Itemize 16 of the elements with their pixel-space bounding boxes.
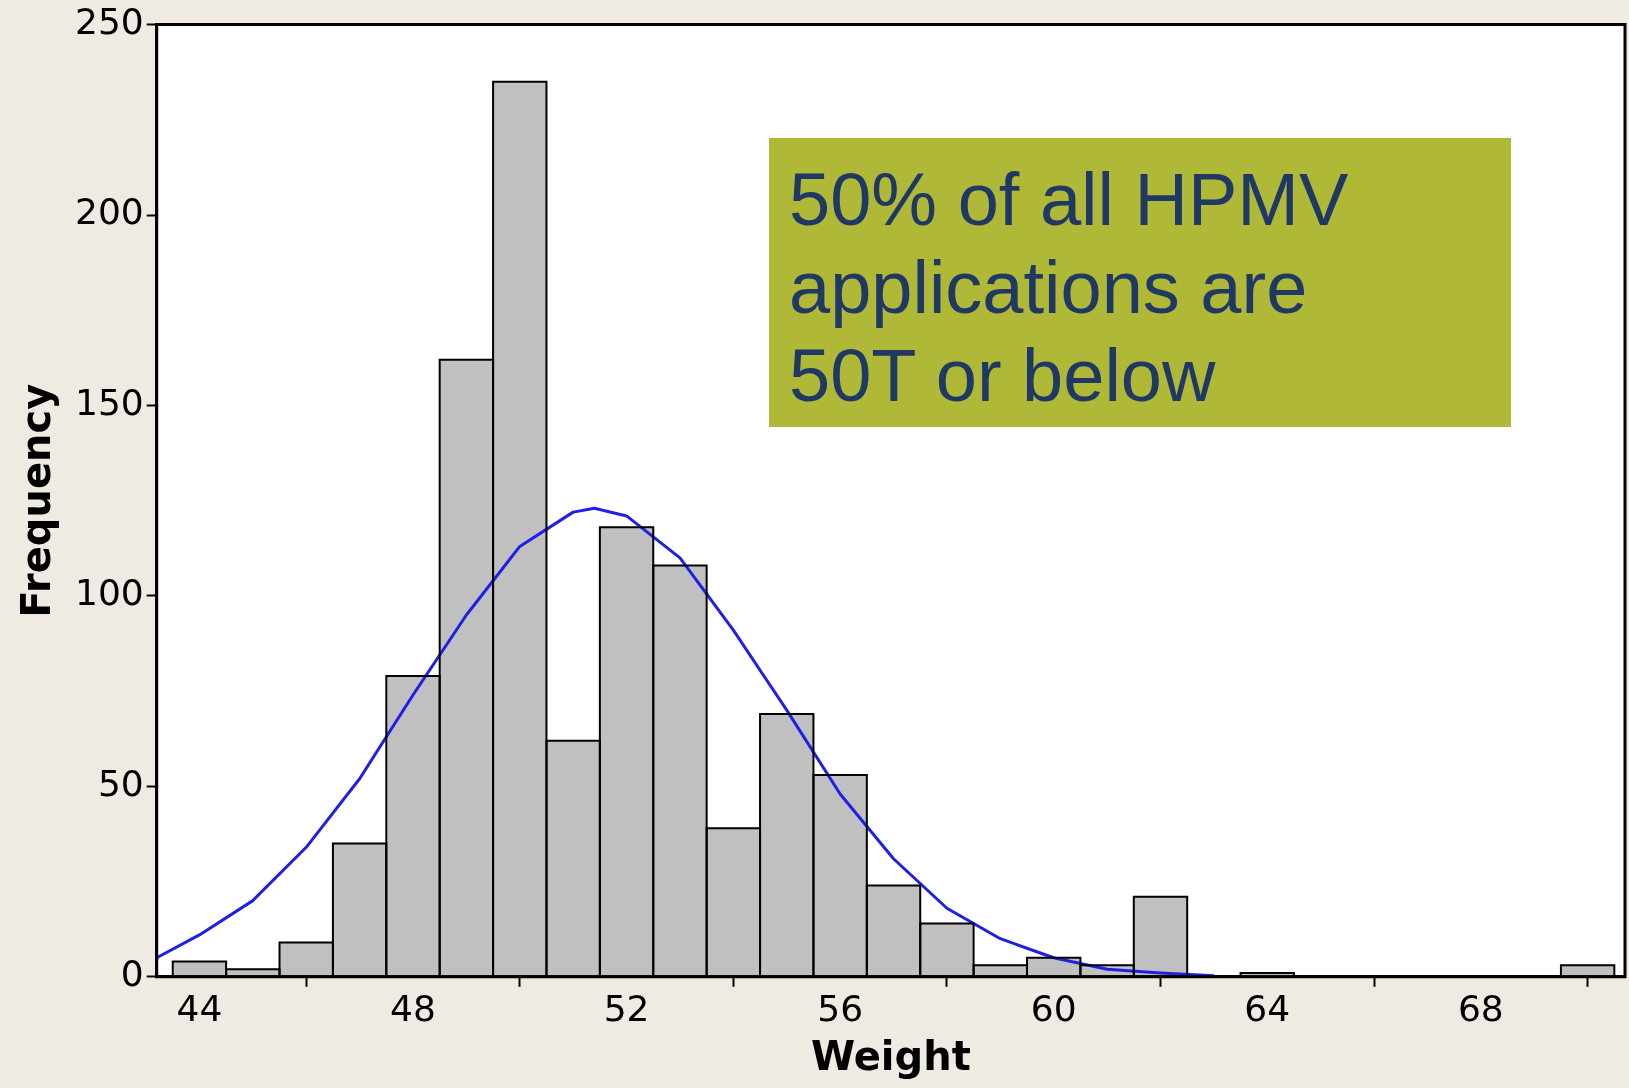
x-tick-label: 68 (1457, 987, 1504, 1029)
y-tick-label: 0 (120, 953, 144, 995)
y-tick-label: 100 (74, 572, 144, 614)
x-tick-label: 44 (176, 987, 223, 1029)
x-tick-label: 56 (817, 987, 864, 1029)
x-axis-title: Weight (810, 1033, 971, 1080)
y-tick-label: 200 (74, 191, 144, 233)
y-axis-title: Frequency (13, 383, 60, 618)
x-tick-label: 48 (390, 987, 436, 1029)
y-tick-label: 50 (97, 762, 144, 804)
x-tick-label: 60 (1030, 987, 1077, 1029)
x-tick-label: 64 (1244, 987, 1291, 1029)
y-tick-label: 250 (74, 0, 144, 42)
y-tick-label: 150 (74, 381, 144, 423)
annotation: 50% of all HPMV applications are 50T or below (769, 138, 1511, 427)
x-tick-label: 52 (603, 987, 650, 1029)
